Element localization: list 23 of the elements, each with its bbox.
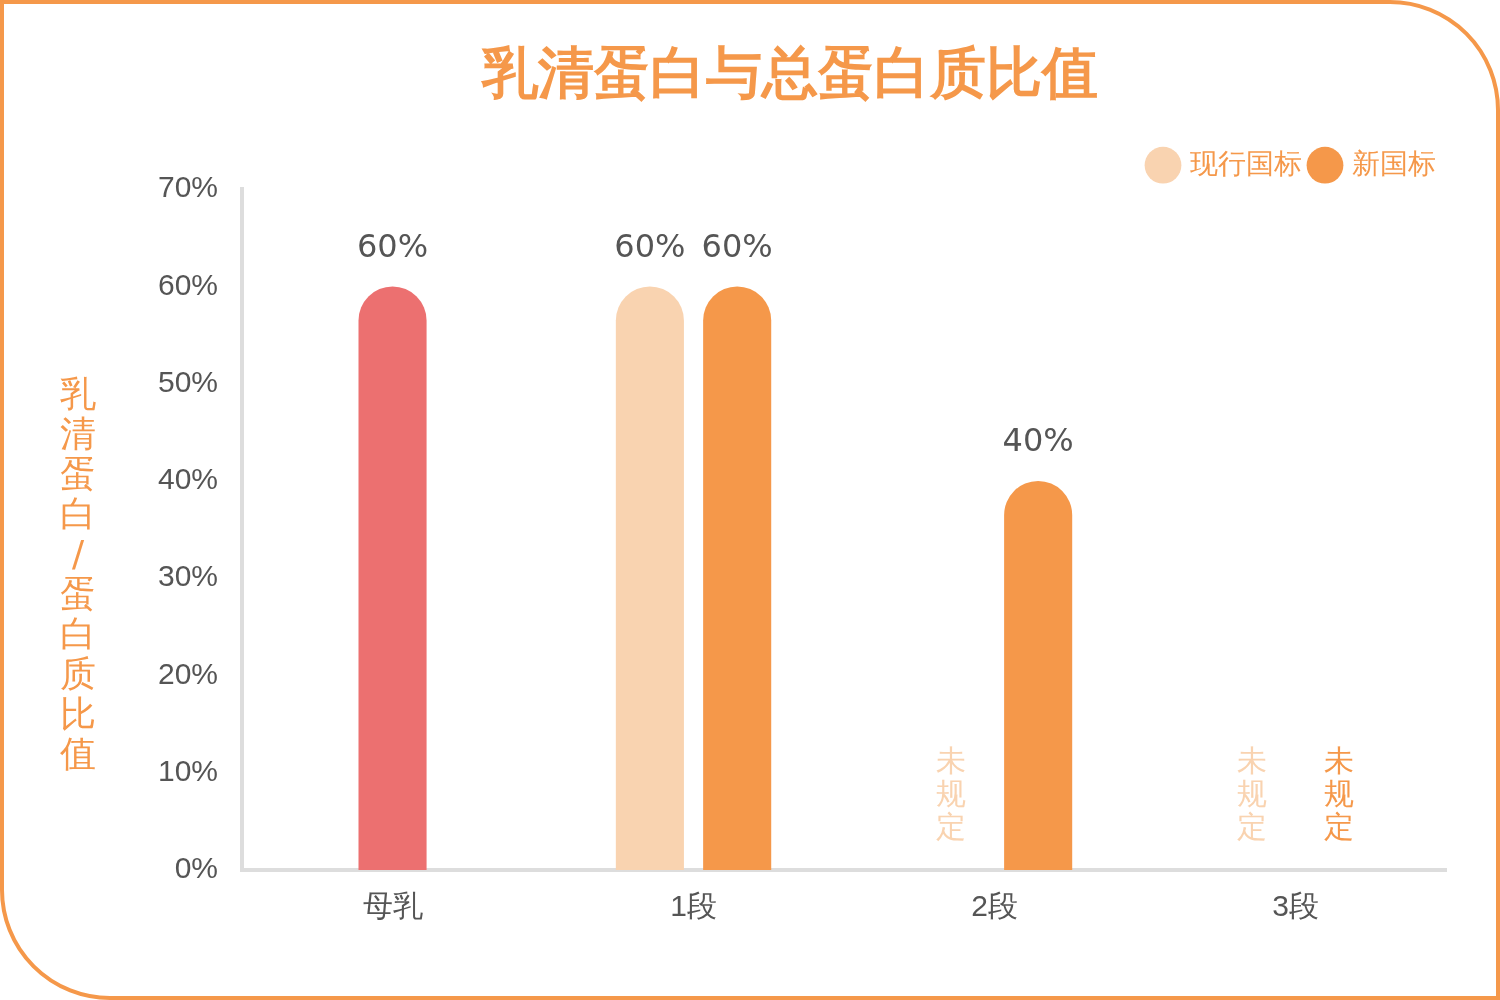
- y-tick-label: 60%: [158, 267, 219, 301]
- data-label: 60%: [356, 226, 429, 265]
- text: 未规定: [1236, 742, 1267, 844]
- legend-label: 现行国标: [1190, 147, 1302, 179]
- y-tick-label: 30%: [158, 559, 219, 593]
- x-tick-label: 母乳: [362, 889, 423, 923]
- y-tick-label: 40%: [158, 462, 219, 496]
- text: 乳清蛋白/蛋白质比值: [60, 373, 96, 774]
- y-tick-label: 20%: [158, 656, 219, 690]
- y-tick-label: 10%: [158, 754, 219, 788]
- data-label: 40%: [1002, 421, 1074, 460]
- legend-label: 新国标: [1352, 147, 1436, 179]
- data-label: 60%: [614, 226, 686, 265]
- x-tick-label: 1段: [670, 889, 717, 923]
- y-tick-label: 50%: [158, 364, 219, 398]
- x-tick-label: 3段: [1272, 889, 1319, 923]
- data-label: 60%: [701, 226, 773, 265]
- chart-title: 乳清蛋白与总蛋白质比值: [480, 40, 1098, 106]
- y-tick-label: 70%: [158, 170, 219, 204]
- x-tick-label: 2段: [971, 889, 1018, 923]
- text: 未规定: [935, 742, 966, 844]
- y-tick-label: 0%: [174, 851, 219, 885]
- text: 未规定: [1324, 742, 1355, 844]
